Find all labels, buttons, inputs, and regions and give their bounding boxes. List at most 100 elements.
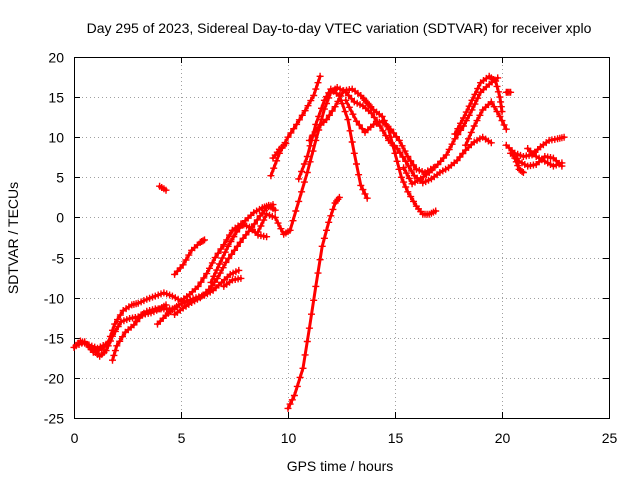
data-point [380, 117, 388, 125]
data-point [113, 342, 121, 350]
data-point [467, 128, 475, 136]
data-point [395, 165, 403, 173]
series-track-10 [156, 182, 170, 194]
y-tick-label: -20 [44, 371, 64, 387]
y-tick-label: -5 [52, 251, 65, 267]
data-point [207, 278, 215, 286]
data-point [401, 147, 409, 155]
data-point [236, 224, 243, 232]
data-point [410, 161, 417, 169]
series-track-18 [361, 96, 440, 218]
data-point [316, 256, 324, 264]
data-point [284, 404, 292, 412]
data-point [507, 88, 515, 96]
data-point [223, 236, 231, 244]
data-point [312, 282, 320, 290]
data-point [293, 382, 301, 390]
series-line [453, 74, 504, 136]
data-point [214, 249, 222, 257]
data-point [111, 347, 119, 355]
data-point [323, 116, 330, 124]
data-point [253, 216, 261, 224]
data-point [329, 205, 337, 213]
data-point [114, 316, 121, 324]
data-point [217, 245, 225, 253]
data-point [201, 236, 208, 244]
data-point [284, 133, 292, 141]
data-point [290, 125, 298, 133]
data-point [405, 162, 413, 170]
data-point [490, 103, 498, 111]
data-point [323, 226, 330, 234]
data-point [315, 112, 323, 120]
data-point [200, 274, 208, 282]
data-point [473, 117, 481, 125]
data-point [305, 324, 313, 332]
plot-frame [74, 57, 610, 419]
series-track-13 [269, 140, 290, 162]
series-track-19 [400, 74, 502, 188]
data-point [106, 337, 114, 345]
data-point [296, 373, 304, 381]
data-point [222, 258, 230, 266]
data-point [462, 141, 470, 149]
data-point [493, 82, 501, 90]
data-point [312, 136, 320, 144]
data-point [298, 168, 306, 175]
data-point [205, 286, 213, 294]
data-point [111, 327, 119, 335]
data-point [270, 164, 278, 172]
data-point [233, 242, 241, 250]
data-point [325, 111, 333, 119]
series-track-15 [284, 193, 343, 412]
data-point [303, 153, 311, 160]
data-point [349, 110, 357, 118]
data-point [109, 332, 116, 340]
data-point [519, 169, 527, 176]
data-point [237, 274, 245, 282]
data-point [218, 254, 226, 262]
data-point [228, 250, 236, 258]
data-point [199, 237, 207, 245]
data-point [221, 248, 229, 256]
data-point [219, 264, 227, 272]
data-point [400, 164, 408, 172]
data-point [391, 149, 399, 157]
data-point [325, 218, 333, 226]
data-point [213, 266, 221, 274]
y-tick-label: -15 [44, 331, 64, 347]
data-point [407, 167, 415, 175]
data-point [233, 228, 241, 236]
data-point [560, 133, 568, 141]
grid-layer [74, 57, 609, 418]
y-tick-label: 20 [48, 50, 64, 66]
series-track-26 [502, 88, 515, 96]
data-point [393, 157, 401, 165]
data-point [310, 92, 318, 99]
y-tick-label: -10 [44, 291, 64, 307]
data-point [298, 111, 306, 119]
data-point [254, 228, 262, 236]
series-track-7 [171, 236, 208, 278]
data-point [314, 269, 322, 277]
data-point [323, 93, 330, 101]
data-point [355, 121, 363, 129]
x-tick-label: 15 [388, 430, 404, 446]
data-point [487, 98, 495, 106]
x-tick-label: 20 [495, 430, 511, 446]
data-point [327, 212, 335, 220]
data-point [353, 117, 360, 125]
series-track-11 [254, 84, 495, 238]
data-point [359, 186, 367, 194]
data-point [465, 135, 472, 143]
data-point [348, 138, 356, 146]
data-point [358, 125, 366, 133]
data-point [379, 127, 387, 135]
x-tick-label: 25 [602, 430, 618, 446]
data-point [216, 260, 223, 268]
data-point [402, 183, 410, 191]
data-point [378, 112, 386, 120]
data-point [303, 338, 311, 345]
data-point [370, 113, 378, 121]
